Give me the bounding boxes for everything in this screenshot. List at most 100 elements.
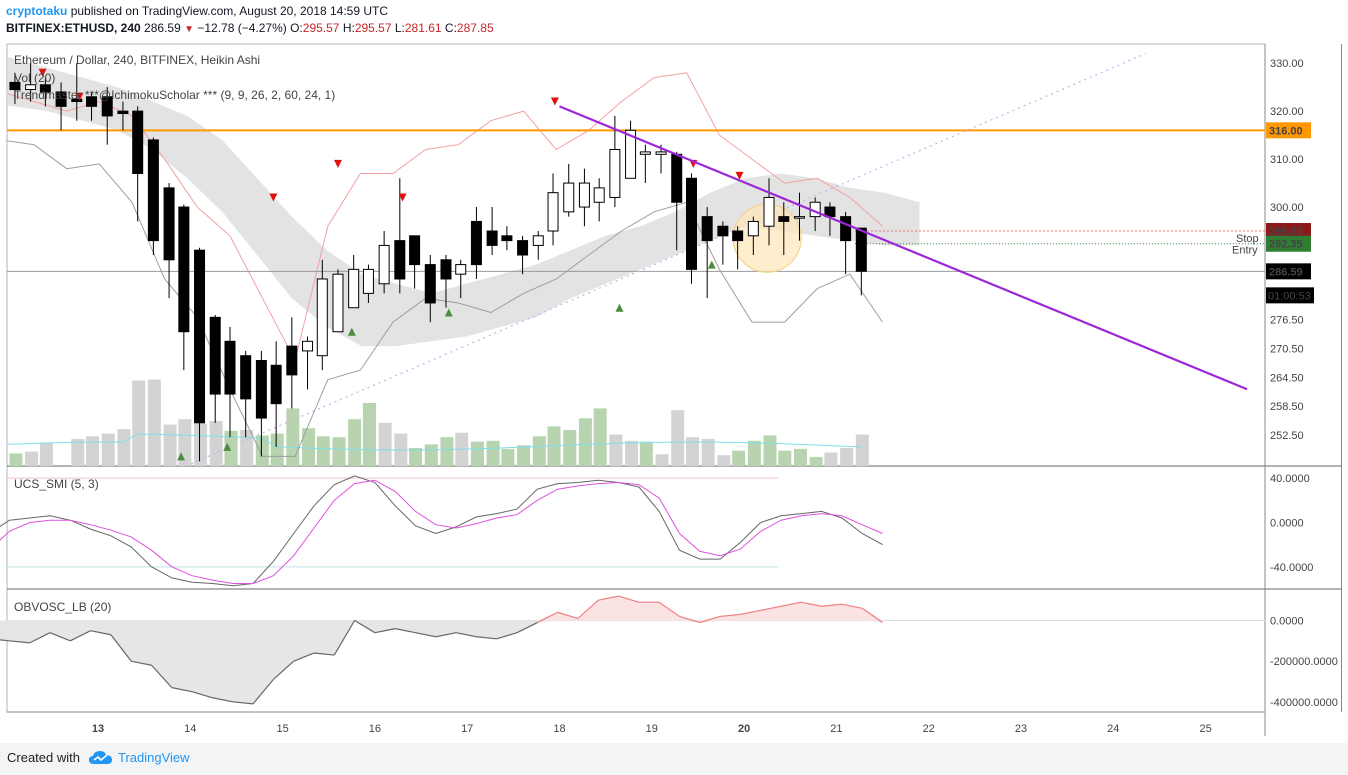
candle-body: [394, 240, 406, 280]
obv-line-segment: [496, 632, 518, 640]
volume-bar: [732, 450, 746, 466]
obv-line-segment: [191, 691, 213, 699]
smi-tick-label: 0.0000: [1270, 517, 1304, 529]
obv-line-segment: [841, 603, 863, 609]
candle-body: [194, 249, 206, 424]
buy-signal-icon: [615, 303, 624, 312]
obv-line-segment: [374, 628, 396, 634]
obv-negative-area: [0, 620, 883, 704]
time-tick-label: 13: [92, 723, 104, 735]
obv-line-segment: [395, 628, 416, 634]
sell-signal-icon: [75, 92, 84, 101]
time-tick-label: 16: [369, 723, 381, 735]
chart-canvas[interactable]: 330.00 320.00 310.00 300.00 276.50 270.50 264.…: [0, 0, 1348, 743]
time-tick-label: 19: [646, 723, 658, 735]
candle-body: [840, 216, 852, 242]
open-label: O:: [290, 21, 303, 35]
volume-bar: [132, 380, 146, 466]
candle-body: [378, 244, 390, 285]
volume-bar: [316, 436, 330, 466]
candle-body: [270, 364, 282, 405]
price-tick-label: 252.50: [1270, 430, 1304, 442]
obv-line-segment: [110, 634, 132, 662]
smi-pane-title: UCS_SMI (5, 3): [14, 477, 99, 491]
obv-line-segment: [456, 632, 477, 638]
obv-line-segment: [252, 679, 274, 705]
price-tick-label: 276.50: [1270, 315, 1304, 327]
candle-body: [763, 196, 775, 227]
volume-bar: [609, 434, 623, 466]
candle-body: [578, 182, 590, 208]
obv-line-segment: [658, 601, 680, 617]
candle-body: [178, 206, 190, 333]
trendmaster-legend: Trendmaster ***@IchimokuScholar *** (9, …: [14, 88, 335, 102]
obv-line-segment: [699, 615, 721, 624]
descending-trendline: [559, 105, 1248, 391]
obv-line-segment: [293, 652, 315, 662]
obv-pane-title: OBVOSC_LB (20): [14, 600, 111, 614]
volume-bar: [747, 440, 761, 466]
volume-bar: [625, 440, 639, 466]
candle-body: [440, 259, 452, 280]
resistance-price-tag-bg: [1266, 122, 1311, 139]
volume-bar: [470, 441, 484, 466]
stop-text: Stop: [1236, 233, 1259, 245]
low-label: L:: [394, 21, 405, 35]
candle-body: [25, 84, 37, 91]
header-line-1: cryptotaku published on TradingView.com,…: [6, 3, 494, 20]
author-link[interactable]: cryptotaku: [6, 4, 68, 18]
candle-body: [316, 278, 328, 357]
candle-body: [117, 110, 129, 115]
volume-bar: [240, 430, 254, 466]
volume-bar: [101, 433, 115, 466]
volume-bar: [824, 452, 838, 466]
candle-body: [470, 220, 482, 266]
volume-bar: [270, 433, 284, 466]
volume-legend: Vol (20): [14, 71, 55, 85]
volume-bar: [593, 408, 607, 466]
volume-bar: [302, 428, 316, 466]
obv-line-segment: [29, 632, 51, 644]
high-label: H:: [342, 21, 355, 35]
volume-bar: [286, 408, 300, 466]
tradingview-link[interactable]: TradingView: [118, 750, 190, 765]
obv-line-segment: [557, 611, 579, 620]
candle-body: [224, 340, 236, 395]
entry-price-tag-bg: [1266, 235, 1311, 252]
obv-line-segment: [0, 639, 10, 642]
candle-body: [455, 264, 467, 275]
candle-body: [302, 340, 314, 352]
volume-bar: [117, 429, 131, 466]
volume-bar: [0, 455, 7, 466]
volume-bar: [224, 430, 238, 466]
sell-signal-icon: [735, 171, 744, 180]
candle-body: [639, 151, 651, 155]
candle-body: [593, 187, 605, 203]
smi-tick-label: 40.0000: [1270, 473, 1310, 485]
obv-line-segment: [90, 630, 112, 636]
time-tick-label: 22: [923, 723, 935, 735]
published-text: published on TradingView.com, August 20,…: [70, 4, 389, 18]
candle-body: [9, 81, 21, 91]
candle-body: [348, 268, 360, 309]
time-tick-label: 23: [1015, 723, 1027, 735]
footer-bar: Created with TradingView: [0, 743, 1348, 775]
candle-body: [147, 139, 159, 242]
volume-ma-line: [7, 433, 862, 451]
high-value: 295.57: [354, 21, 392, 35]
volume-bar: [39, 442, 53, 466]
obv-positive-area: [0, 596, 883, 621]
volume-bar: [440, 437, 454, 466]
obv-line-segment: [760, 605, 782, 611]
obv-line-segment: [537, 611, 558, 624]
candle-body: [793, 216, 805, 219]
price-tick-label: 300.00: [1270, 202, 1304, 214]
time-tick-label: 18: [553, 723, 565, 735]
price-tick-label: 330.00: [1270, 58, 1304, 70]
candle-body: [747, 220, 759, 237]
candle-body: [286, 345, 298, 376]
price-change: −12.78 (−4.27%): [197, 21, 287, 35]
obv-tick-label: -400000.0000: [1270, 697, 1338, 709]
obv-line-segment: [171, 687, 193, 693]
main-pane-title: Ethereum / Dollar, 240, BITFINEX, Heikin…: [14, 53, 260, 67]
